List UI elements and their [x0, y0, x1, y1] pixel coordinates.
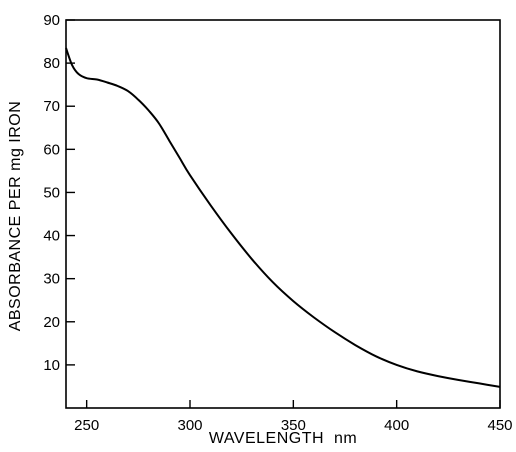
x-axis-label: WAVELENGTH nm [209, 430, 357, 447]
plot-frame [65, 19, 501, 409]
y-tick-label: 70 [43, 98, 60, 115]
y-tick-label: 30 [43, 271, 60, 288]
y-tick-label: 80 [43, 55, 60, 72]
y-tick-label: 90 [43, 12, 60, 29]
y-axis-label: ABSORBANCE PER mg IRON [7, 101, 24, 332]
y-axis: 10 20 30 40 50 60 70 80 90 [43, 12, 75, 374]
y-tick-label: 40 [43, 228, 60, 245]
x-tick-label: 300 [177, 417, 202, 434]
x-tick-label: 400 [384, 417, 409, 434]
y-tick-label: 60 [43, 141, 60, 158]
x-tick-label: 350 [281, 417, 306, 434]
y-tick-label: 10 [43, 357, 60, 374]
y-tick-label: 50 [43, 184, 60, 201]
x-axis: 250 300 350 400 450 [74, 400, 513, 434]
x-tick-label: 250 [74, 417, 99, 434]
y-tick-label: 20 [43, 314, 60, 331]
x-tick-label: 450 [487, 417, 512, 434]
absorbance-curve [65, 47, 501, 388]
